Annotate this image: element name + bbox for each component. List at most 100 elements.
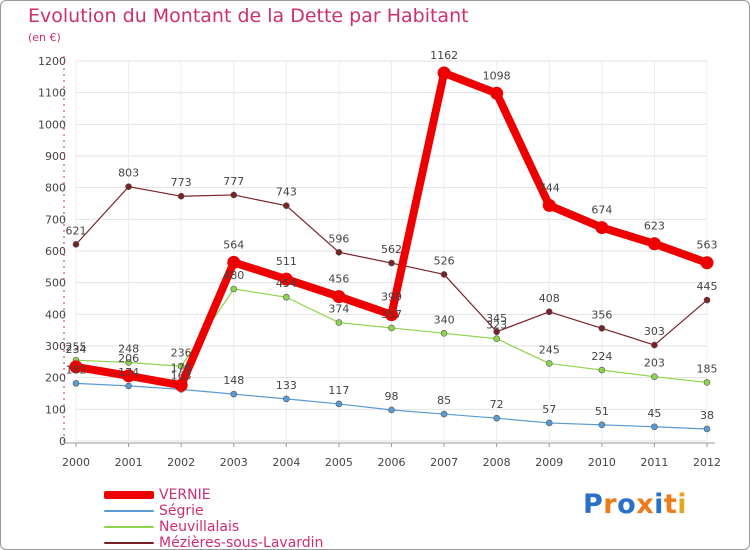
legend-label: Ségrie <box>159 503 204 519</box>
data-point-vernie <box>490 86 504 100</box>
data-point-segrie <box>72 380 80 387</box>
x-tick-label: 2003 <box>220 456 248 469</box>
legend-swatch-mezieres <box>104 542 154 544</box>
x-tick-label: 2009 <box>535 456 563 469</box>
data-point-mezieres-sous-lavardin <box>283 202 290 210</box>
data-point-vernie <box>174 378 188 392</box>
y-tick-label: 500 <box>45 277 66 290</box>
data-label-segrie: 163 <box>171 369 192 382</box>
data-point-mezieres-sous-lavardin <box>335 248 343 256</box>
x-tick-label: 2007 <box>430 456 458 469</box>
data-label-vernie: 456 <box>328 273 349 286</box>
data-point-vernie <box>332 290 346 304</box>
data-label-vernie: 1162 <box>430 49 458 62</box>
x-tick-label: 2010 <box>588 456 616 469</box>
x-tick-label: 2012 <box>693 456 721 469</box>
data-point-mezieres-sous-lavardin <box>125 183 132 191</box>
data-label-neuvillalais: 224 <box>591 350 612 363</box>
logo-letter: i <box>654 489 664 520</box>
x-tick-label: 2001 <box>115 456 143 469</box>
data-label-vernie: 511 <box>276 255 297 268</box>
data-label-segrie: 57 <box>542 403 556 416</box>
data-point-segrie <box>440 410 448 418</box>
data-label-mezieres-sous-lavardin: 596 <box>328 232 349 245</box>
data-label-mezieres-sous-lavardin: 562 <box>381 243 402 256</box>
data-label-vernie: 399 <box>381 291 402 304</box>
logo-letter: x <box>636 489 655 520</box>
data-point-neuvillalais <box>283 293 290 301</box>
legend-label: Neuvillalais <box>159 519 240 535</box>
data-label-segrie: 174 <box>118 366 139 379</box>
data-label-segrie: 85 <box>437 394 451 407</box>
data-point-neuvillalais <box>545 360 553 367</box>
y-tick-label: 200 <box>45 372 66 385</box>
data-label-segrie: 148 <box>223 374 244 387</box>
data-label-neuvillalais: 374 <box>328 303 349 316</box>
logo-letter: r <box>603 489 618 520</box>
y-tick-label: 300 <box>45 340 66 353</box>
data-label-vernie: 564 <box>223 238 244 251</box>
chart-legend: VERNIE Ségrie Neuvillalais Mézières-sous… <box>104 487 323 549</box>
legend-item-mezieres: Mézières-sous-Lavardin <box>104 535 323 549</box>
data-point-segrie <box>283 395 290 403</box>
y-tick-label: 1000 <box>38 118 66 131</box>
chart-subtitle: (en €) <box>28 31 61 44</box>
data-point-neuvillalais <box>335 319 343 326</box>
y-tick-label: 0 <box>59 435 66 448</box>
legend-label: VERNIE <box>159 487 211 503</box>
legend-swatch-vernie <box>104 491 154 499</box>
y-tick-label: 400 <box>45 308 66 321</box>
data-point-vernie <box>647 237 661 251</box>
data-label-mezieres-sous-lavardin: 345 <box>486 312 507 325</box>
data-point-segrie <box>651 423 658 431</box>
data-point-neuvillalais <box>388 324 395 332</box>
x-tick-label: 2004 <box>272 456 300 469</box>
legend-item-segrie: Ségrie <box>104 503 323 519</box>
data-label-neuvillalais: 255 <box>66 340 87 353</box>
data-label-segrie: 133 <box>276 379 297 392</box>
data-point-mezieres-sous-lavardin <box>703 296 711 304</box>
data-point-mezieres-sous-lavardin <box>72 241 80 248</box>
data-point-neuvillalais <box>703 379 711 386</box>
data-point-vernie <box>279 272 293 286</box>
data-label-vernie: 623 <box>644 220 665 233</box>
data-label-vernie: 744 <box>539 181 560 194</box>
data-label-segrie: 72 <box>490 398 504 411</box>
data-label-neuvillalais: 480 <box>223 269 244 282</box>
logo-letter: o <box>617 489 637 520</box>
data-label-mezieres-sous-lavardin: 621 <box>66 224 87 237</box>
data-point-neuvillalais <box>493 335 500 343</box>
data-label-neuvillalais: 454 <box>276 277 297 290</box>
data-point-mezieres-sous-lavardin <box>177 192 185 200</box>
data-point-mezieres-sous-lavardin <box>651 341 658 349</box>
data-label-mezieres-sous-lavardin: 408 <box>539 292 560 305</box>
data-point-neuvillalais <box>177 362 185 370</box>
data-label-segrie: 45 <box>647 407 661 420</box>
data-label-neuvillalais: 340 <box>434 313 455 326</box>
data-point-vernie <box>595 221 609 235</box>
data-label-segrie: 98 <box>385 390 399 403</box>
data-point-segrie <box>335 400 343 408</box>
legend-item-vernie: VERNIE <box>104 487 323 503</box>
y-tick-label: 1100 <box>38 87 66 100</box>
chart-title: Evolution du Montant de la Dette par Hab… <box>28 5 469 27</box>
data-point-vernie <box>69 360 83 374</box>
data-point-vernie <box>700 256 714 270</box>
legend-item-neuvillalais: Neuvillalais <box>104 519 323 535</box>
data-label-mezieres-sous-lavardin: 303 <box>644 325 665 338</box>
x-tick-label: 2000 <box>62 456 90 469</box>
x-tick-label: 2008 <box>483 456 511 469</box>
y-tick-label: 700 <box>45 213 66 226</box>
data-label-vernie: 1098 <box>483 69 511 82</box>
data-point-mezieres-sous-lavardin <box>493 328 500 336</box>
data-point-mezieres-sous-lavardin <box>230 191 238 199</box>
proxiti-logo: Proxiti <box>583 489 687 520</box>
data-label-neuvillalais: 357 <box>381 308 402 321</box>
data-point-segrie <box>125 382 132 390</box>
data-label-mezieres-sous-lavardin: 743 <box>276 186 297 199</box>
data-label-segrie: 182 <box>66 363 87 376</box>
data-label-segrie: 51 <box>595 405 609 418</box>
data-label-mezieres-sous-lavardin: 803 <box>118 167 139 180</box>
data-point-segrie <box>388 406 395 414</box>
